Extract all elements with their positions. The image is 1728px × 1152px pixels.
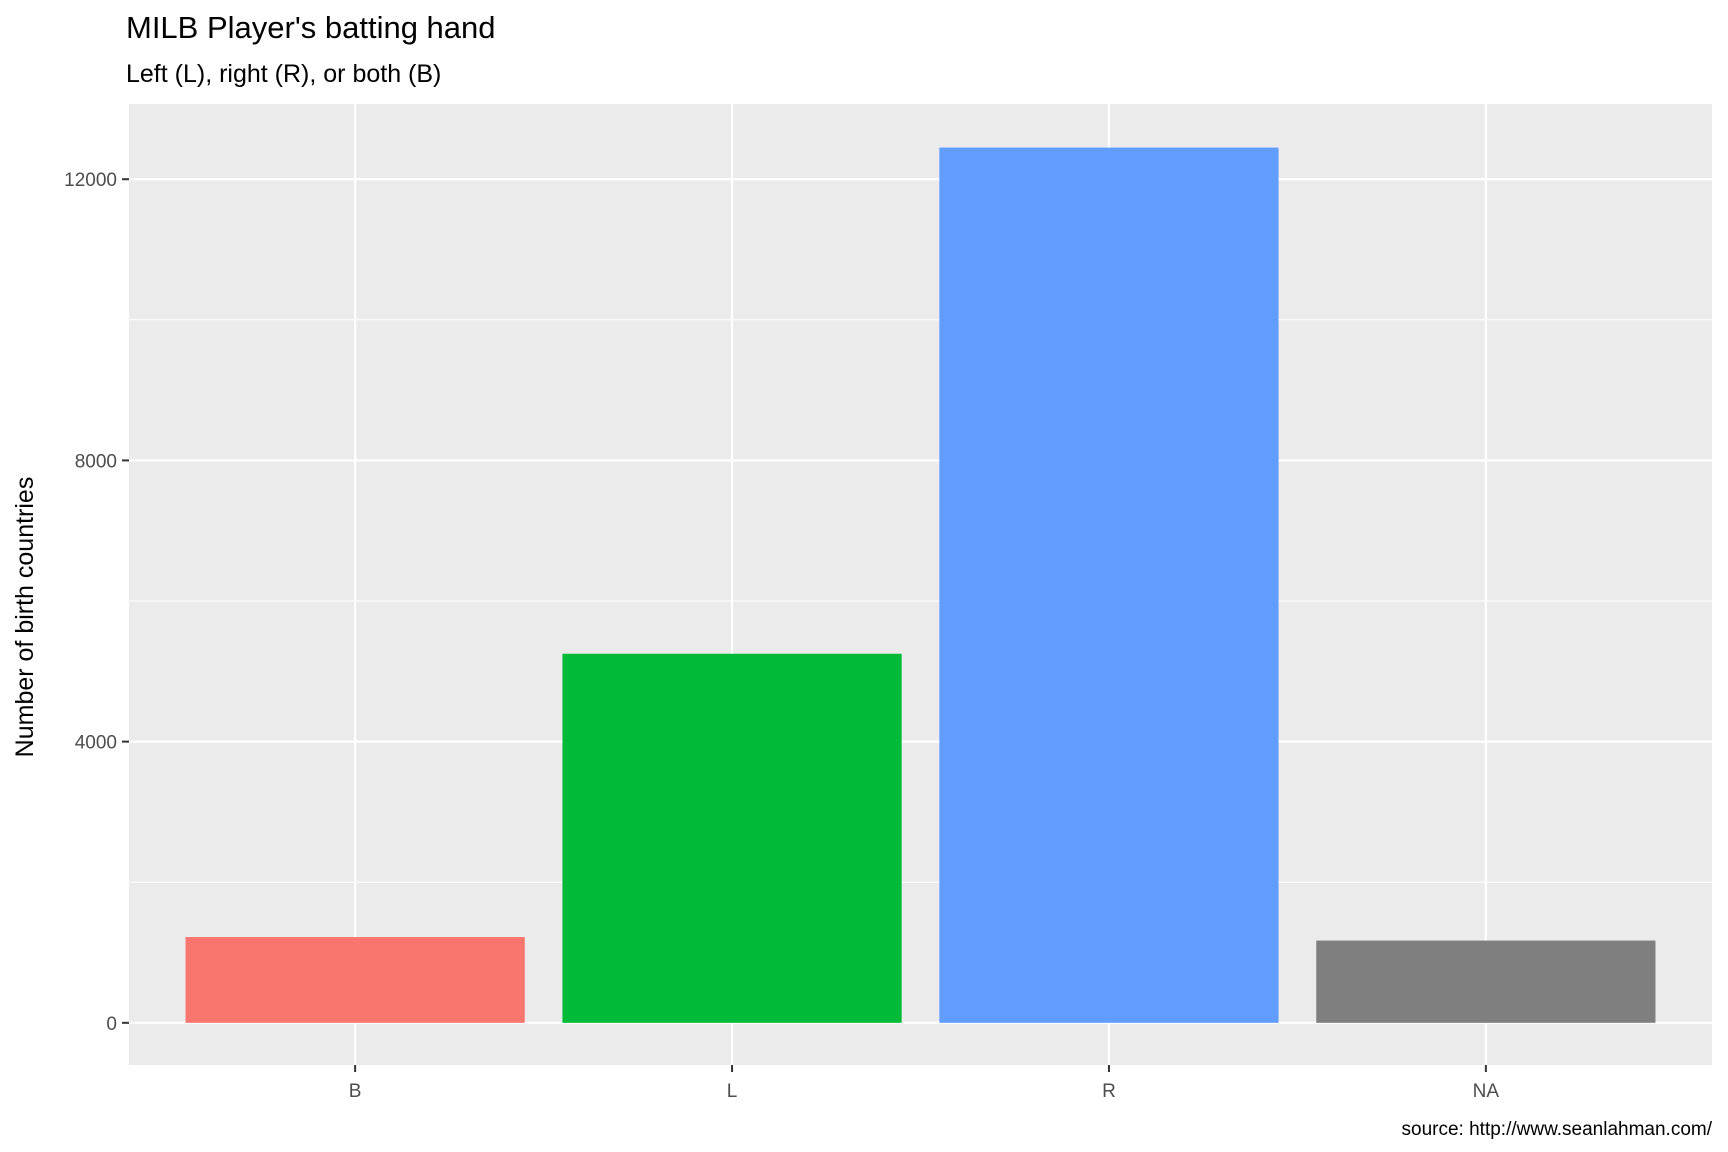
plot-panel bbox=[129, 104, 1712, 1065]
y-tick-label: 12000 bbox=[64, 170, 117, 191]
bars bbox=[185, 147, 1656, 1023]
chart-title: MILB Player's batting hand bbox=[126, 10, 496, 45]
y-tick-label: 0 bbox=[106, 1014, 117, 1035]
source-caption: source: http://www.seanlahman.com/ bbox=[1402, 1119, 1713, 1140]
x-tick-label: NA bbox=[1473, 1081, 1500, 1102]
y-axis: 0 4000 8000 12000 bbox=[64, 170, 129, 1035]
x-axis: B L R NA bbox=[349, 1065, 1500, 1102]
y-tick-label: 8000 bbox=[75, 451, 117, 472]
bar-l bbox=[562, 653, 902, 1023]
y-axis-label: Number of birth countries bbox=[11, 477, 39, 758]
x-tick-label: L bbox=[727, 1081, 738, 1102]
bar-b bbox=[185, 937, 525, 1023]
bar-na bbox=[1316, 940, 1656, 1023]
x-tick-label: R bbox=[1102, 1081, 1116, 1102]
minor-gridlines bbox=[129, 319, 1712, 883]
chart-subtitle: Left (L), right (R), or both (B) bbox=[126, 60, 441, 88]
bar-r bbox=[939, 147, 1279, 1023]
x-tick-label: B bbox=[349, 1081, 362, 1102]
y-tick-label: 4000 bbox=[75, 733, 117, 754]
